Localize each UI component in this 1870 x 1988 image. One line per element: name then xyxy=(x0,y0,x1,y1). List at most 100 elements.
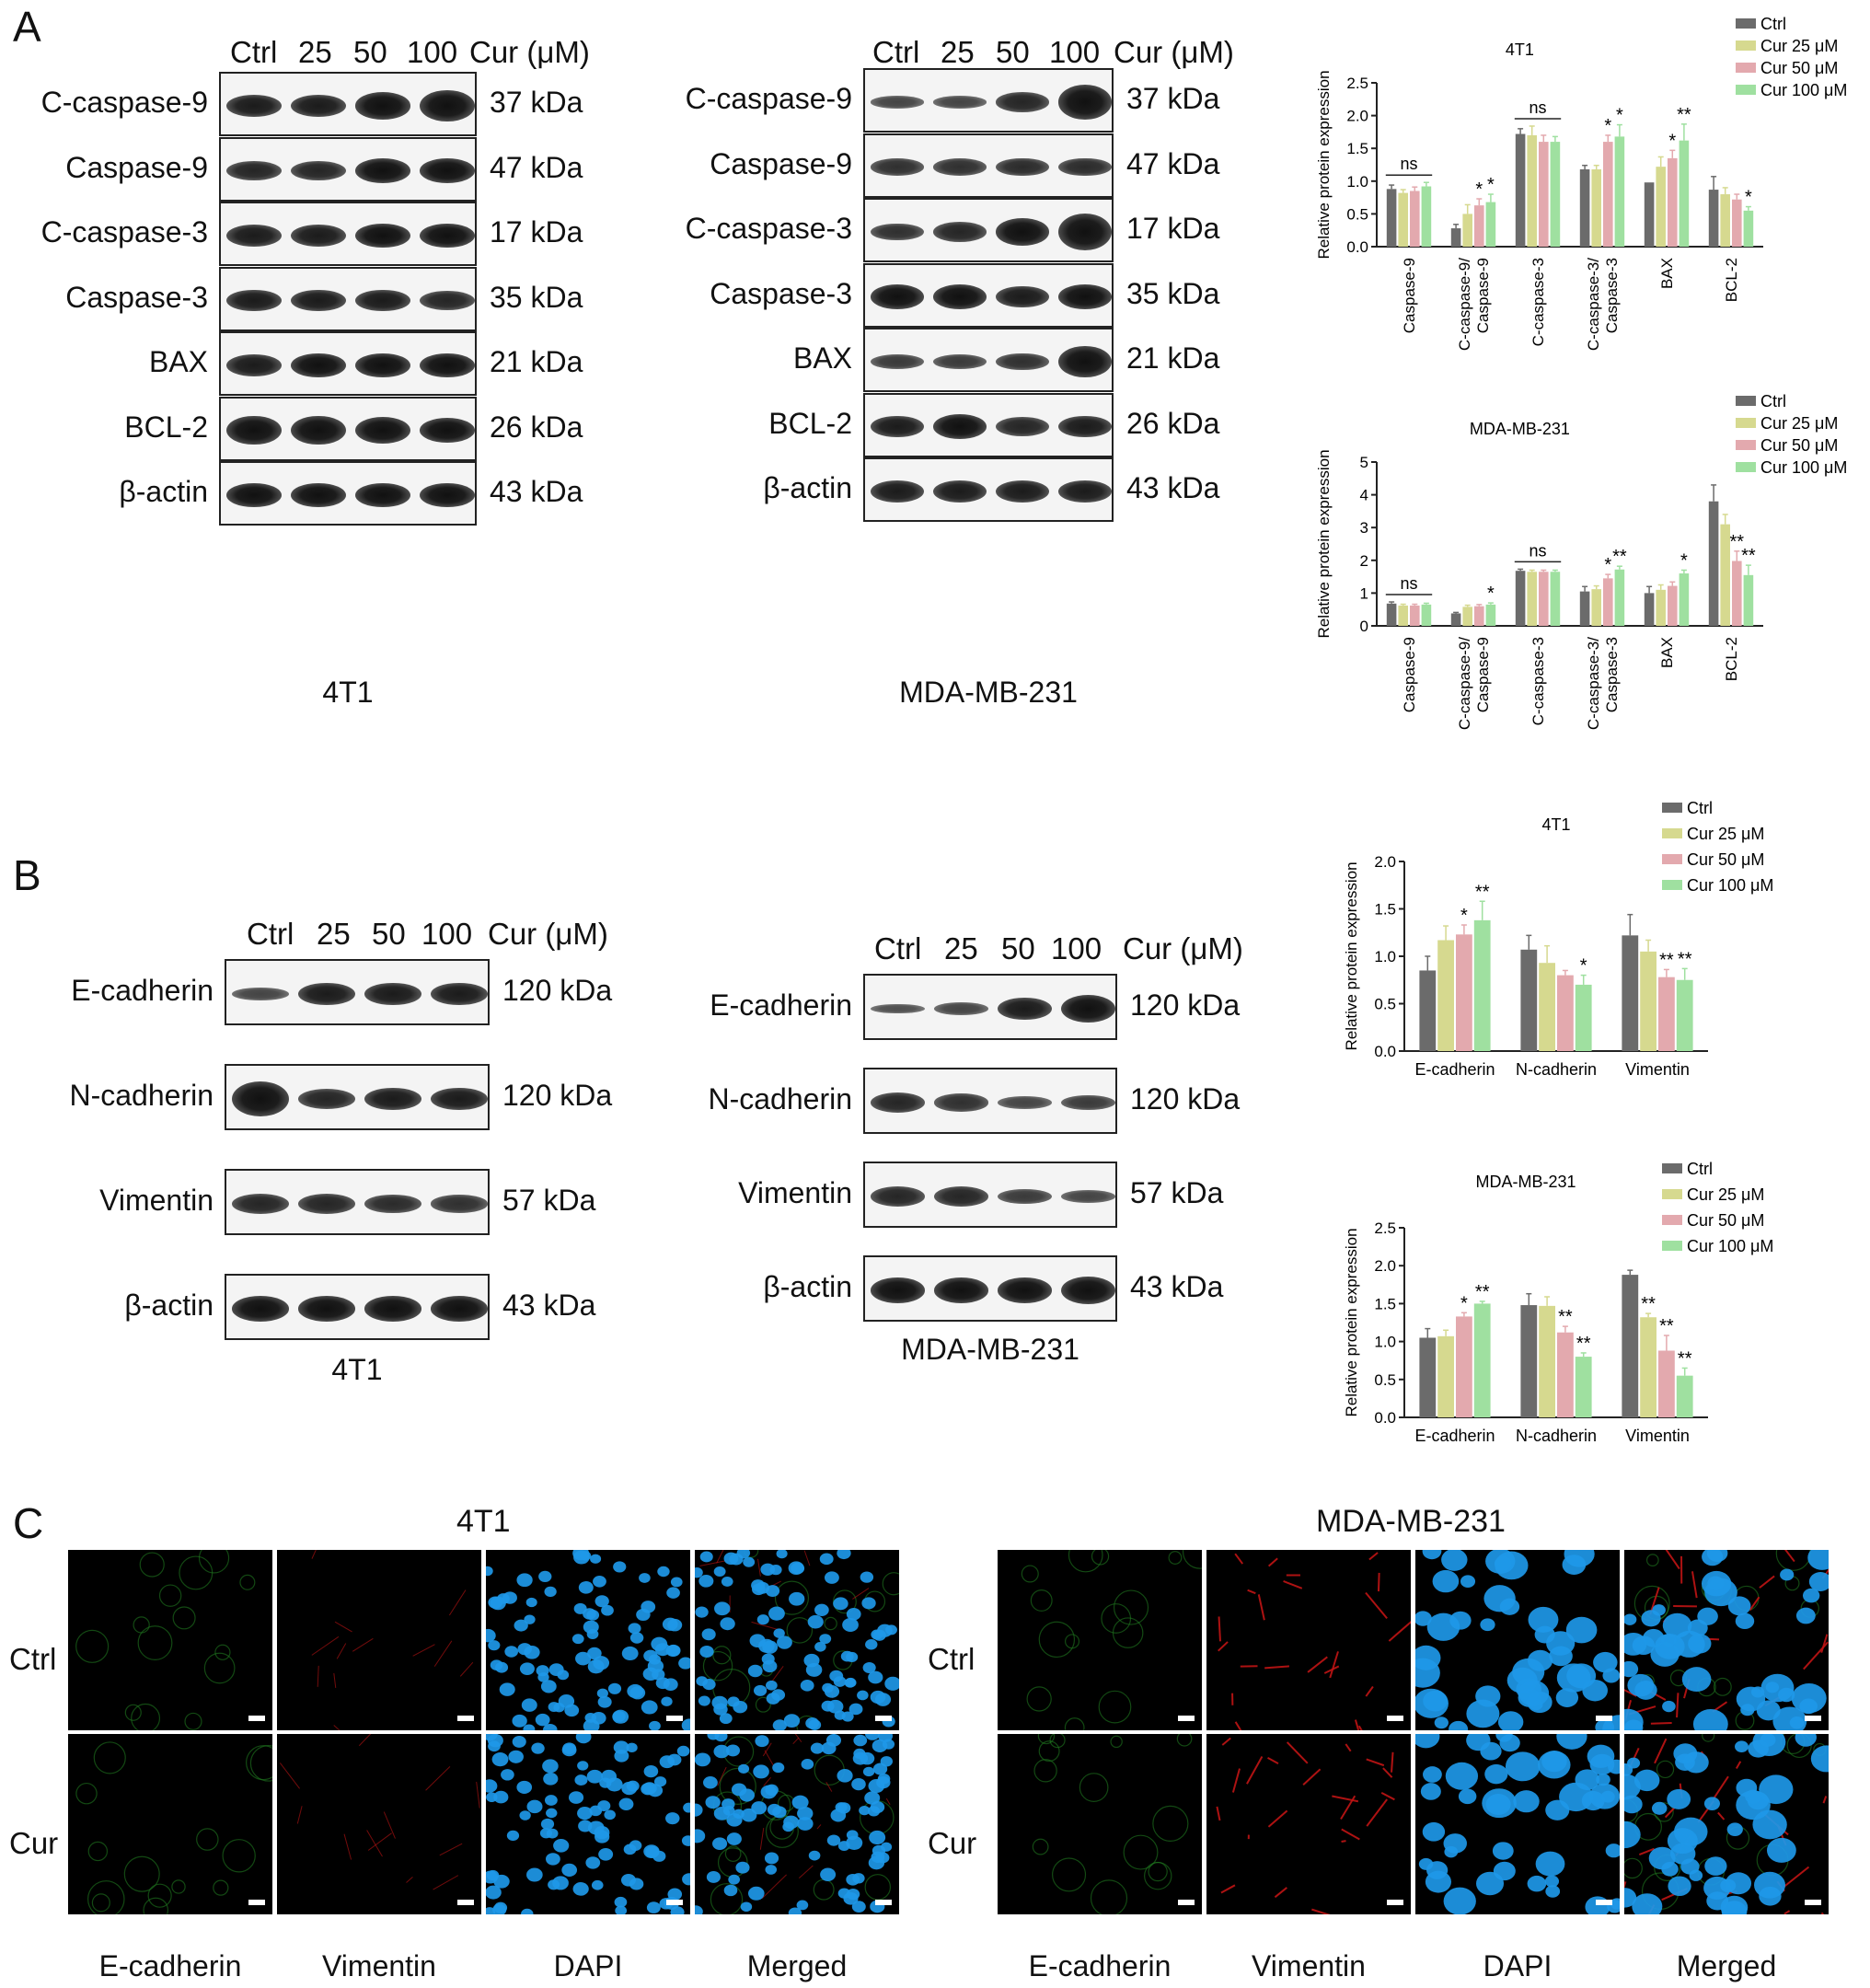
dapi-nucleus xyxy=(1432,1569,1460,1593)
dapi-nucleus xyxy=(853,1734,868,1747)
dapi-nucleus xyxy=(618,1797,634,1811)
blot-strip xyxy=(219,396,477,461)
dapi-nucleus xyxy=(493,1790,509,1804)
dapi-nucleus xyxy=(860,1751,875,1765)
dapi-nucleus xyxy=(1484,1763,1508,1785)
dapi-nucleus xyxy=(860,1571,874,1583)
blot-strip xyxy=(219,72,477,136)
red-filament xyxy=(794,1734,802,1743)
red-filament xyxy=(792,1737,800,1745)
red-filament xyxy=(406,1877,413,1883)
dapi-nucleus xyxy=(657,1566,670,1578)
red-filament xyxy=(885,1797,891,1805)
dapi-nucleus xyxy=(1445,1762,1479,1790)
significance-label: * xyxy=(1680,550,1688,571)
dapi-nucleus xyxy=(723,1884,738,1897)
green-signal xyxy=(1656,1760,1675,1779)
bar xyxy=(1527,134,1537,247)
bar xyxy=(1658,977,1675,1051)
significance-label: ** xyxy=(1558,1307,1573,1327)
bar xyxy=(1437,1335,1454,1417)
bar xyxy=(1603,142,1613,247)
protein-band xyxy=(996,353,1049,371)
dapi-nucleus xyxy=(508,1750,524,1763)
scale-bar xyxy=(1178,1716,1195,1721)
if-tile-mda xyxy=(1415,1734,1620,1914)
red-filament xyxy=(279,1763,300,1789)
dapi-nucleus xyxy=(1545,1885,1561,1898)
dapi-nucleus xyxy=(747,1886,765,1901)
x-tick-label: E-cadherin xyxy=(1414,1060,1495,1079)
red-filament xyxy=(1311,1908,1331,1914)
blot-row-label: C-caspase-9 xyxy=(685,82,852,115)
x-tick-label: C-caspase-3/ xyxy=(1585,637,1602,730)
dapi-nucleus xyxy=(767,1803,781,1816)
legend-swatch xyxy=(1662,1163,1682,1173)
bar xyxy=(1668,585,1678,626)
green-signal xyxy=(1079,1773,1109,1802)
bar xyxy=(1410,191,1420,247)
blot-strip xyxy=(219,461,477,526)
red-filament xyxy=(439,1843,463,1856)
dapi-nucleus xyxy=(766,1693,780,1705)
dapi-nucleus xyxy=(636,1608,651,1622)
dapi-nucleus xyxy=(1681,1667,1712,1693)
blot-row-label: Caspase-3 xyxy=(710,276,852,310)
significance-label: ** xyxy=(1659,950,1674,970)
legend-swatch xyxy=(1662,854,1682,864)
dapi-nucleus xyxy=(655,1677,670,1690)
dapi-nucleus xyxy=(1595,1718,1615,1730)
red-filament xyxy=(412,1644,435,1657)
protein-band xyxy=(420,290,475,311)
dapi-nucleus xyxy=(1720,1878,1737,1892)
dapi-nucleus xyxy=(516,1573,533,1588)
bar xyxy=(1421,186,1432,247)
kda-label: 26 kDa xyxy=(1126,406,1220,440)
red-filament xyxy=(1366,1798,1388,1827)
y-tick-label: 4 xyxy=(1360,487,1368,504)
bar xyxy=(1622,935,1639,1051)
dapi-nucleus xyxy=(545,1853,560,1866)
dapi-nucleus xyxy=(753,1684,768,1696)
protein-band xyxy=(871,480,924,503)
dapi-nucleus xyxy=(1627,1757,1641,1769)
green-signal xyxy=(1033,1759,1057,1783)
dapi-nucleus xyxy=(561,1863,578,1877)
dapi-nucleus xyxy=(514,1619,528,1632)
dapi-nucleus xyxy=(1485,1550,1516,1574)
dapi-nucleus xyxy=(870,1800,885,1814)
bar xyxy=(1591,168,1601,247)
protein-band xyxy=(291,289,346,312)
red-filament xyxy=(1264,1665,1289,1670)
dapi-nucleus xyxy=(747,1664,763,1678)
protein-band xyxy=(1058,85,1112,120)
bar xyxy=(1539,142,1549,247)
red-filament xyxy=(1783,1910,1791,1914)
dapi-nucleus xyxy=(834,1710,846,1720)
bar xyxy=(1614,136,1625,247)
if-tile-4t1 xyxy=(277,1550,481,1730)
dapi-nucleus xyxy=(820,1867,837,1881)
dapi-nucleus xyxy=(601,1604,614,1616)
protein-band xyxy=(998,997,1052,1021)
green-signal xyxy=(832,1589,857,1614)
dapi-nucleus xyxy=(628,1623,641,1635)
red-filament xyxy=(1357,1725,1363,1730)
dapi-nucleus xyxy=(490,1659,503,1670)
bar xyxy=(1485,604,1496,626)
if-row-label-ctrl-right: Ctrl xyxy=(928,1642,975,1676)
blot-strip xyxy=(219,331,477,396)
dapi-nucleus xyxy=(1648,1846,1676,1870)
green-signal xyxy=(75,1629,110,1663)
kda-label: 37 kDa xyxy=(1126,82,1220,115)
bar xyxy=(1398,605,1408,626)
legend-label: Ctrl xyxy=(1760,15,1786,33)
if-image xyxy=(1021,1550,1202,1730)
red-filament xyxy=(425,1766,451,1791)
protein-band xyxy=(871,96,924,109)
legend-label: Cur 50 μM xyxy=(1687,850,1764,869)
red-filament xyxy=(1341,1828,1360,1841)
dapi-nucleus xyxy=(803,1653,820,1668)
blot-strip xyxy=(863,1068,1117,1134)
dapi-nucleus xyxy=(1778,1687,1795,1703)
